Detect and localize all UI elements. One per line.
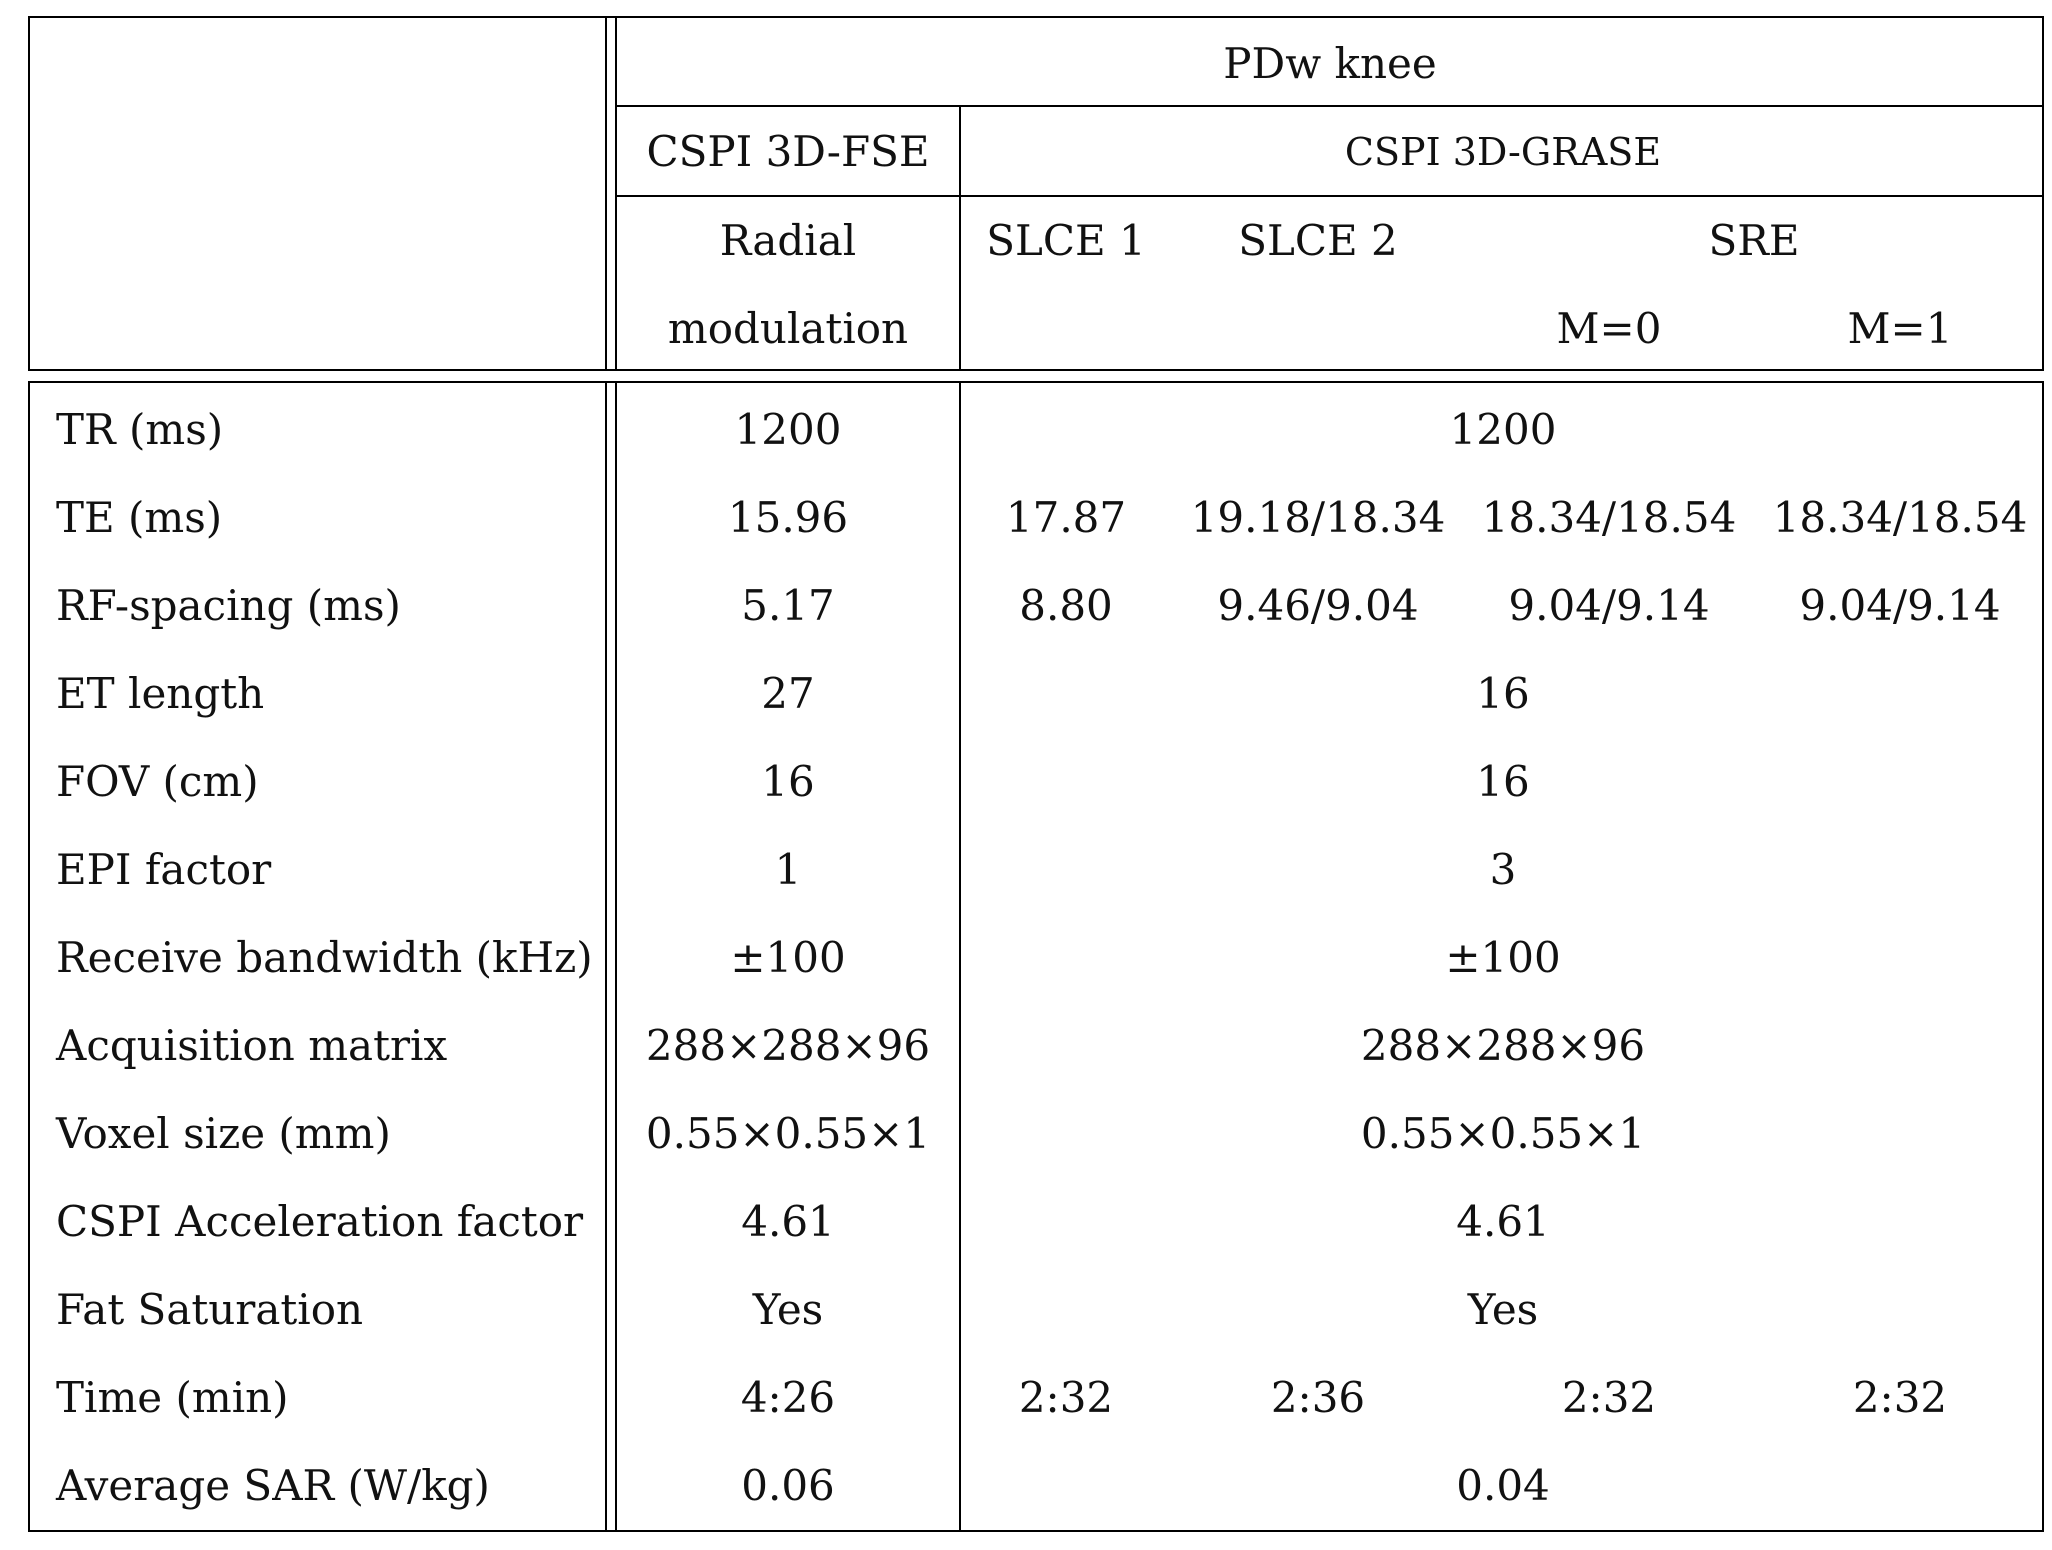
fse-cell: 0.55×0.55×1 [645,1109,931,1158]
fse-cell: 4.61 [741,1197,835,1246]
slce2-cell: 2:36 [1270,1373,1366,1422]
fse-cell: 16 [761,757,815,806]
slce1-cell: 8.80 [1019,581,1113,630]
fse-cell: 5.17 [741,581,835,630]
body-top-border [28,381,2044,383]
grase-method-header: CSPI 3D-GRASE [1344,130,1662,174]
fse-cell: 288×288×96 [645,1021,931,1070]
row-label: TR (ms) [56,405,224,454]
body-right-border [2042,381,2044,1532]
grase-cell: 1200 [1449,405,1557,454]
m0-cell: 2:32 [1561,1373,1657,1422]
grase-cell: ±100 [1445,933,1561,982]
header-bottom-border [28,369,2044,371]
m1-cell: 2:32 [1852,1373,1948,1422]
header-top-border [28,16,2044,18]
row-label: Receive bandwidth (kHz) [56,933,593,982]
row-label: CSPI Acceleration factor [56,1197,584,1246]
body-fse-grase-rule [959,381,961,1532]
fse-cell: Yes [752,1285,824,1334]
fse-cell: ±100 [730,933,846,982]
header-right-border [2042,16,2044,371]
m1-cell: 9.04/9.14 [1799,581,2001,630]
m0-header: M=0 [1556,304,1662,353]
body-double-rule-a [605,381,607,1532]
row-label: FOV (cm) [56,757,259,806]
method-rule [617,195,2044,197]
grase-cell: 0.55×0.55×1 [1360,1109,1646,1158]
fse-cell: 27 [761,669,815,718]
fse-variant-line2: modulation [667,304,909,353]
group-header: PDw knee [1223,39,1437,88]
row-label: Acquisition matrix [56,1021,448,1070]
row-label: RF-spacing (ms) [56,581,401,630]
row-label: ET length [56,669,265,718]
grase-cell: 16 [1476,757,1530,806]
grase-cell: 3 [1489,845,1517,894]
row-label: TE (ms) [56,493,223,542]
header-left-border [28,16,30,371]
fse-cell: 15.96 [727,493,849,542]
fse-cell: 1 [774,845,802,894]
m0-cell: 9.04/9.14 [1508,581,1710,630]
row-label: Average SAR (W/kg) [56,1461,490,1510]
grase-cell: Yes [1467,1285,1539,1334]
header-double-rule-a [605,16,607,371]
grase-cell: 0.04 [1456,1461,1550,1510]
grase-cell: 16 [1476,669,1530,718]
m0-cell: 18.34/18.54 [1481,493,1737,542]
fse-variant-line1: Radial [719,216,857,265]
sre-header: SRE [1708,216,1800,265]
group-rule [617,105,2044,107]
fse-cell: 1200 [734,405,842,454]
row-label: Voxel size (mm) [56,1109,391,1158]
body-left-border [28,381,30,1532]
grase-cell: 288×288×96 [1360,1021,1646,1070]
slce2-cell: 19.18/18.34 [1190,493,1446,542]
row-label: EPI factor [56,845,272,894]
slce1-header: SLCE 1 [986,216,1146,265]
header-double-rule-b [615,16,617,371]
fse-cell: 0.06 [741,1461,835,1510]
body-bottom-border [28,1530,2044,1532]
grase-cell: 4.61 [1456,1197,1550,1246]
row-label: Fat Saturation [56,1285,364,1334]
slce1-cell: 2:32 [1018,1373,1114,1422]
body-double-rule-b [615,381,617,1532]
header-fse-grase-rule [959,105,961,371]
fse-cell: 4:26 [740,1373,836,1422]
m1-header: M=1 [1847,304,1953,353]
m1-cell: 18.34/18.54 [1772,493,2028,542]
row-label: Time (min) [56,1373,289,1422]
slce1-cell: 17.87 [1005,493,1127,542]
slce2-header: SLCE 2 [1238,216,1398,265]
fse-method-header: CSPI 3D-FSE [646,127,930,176]
slce2-cell: 9.46/9.04 [1217,581,1419,630]
